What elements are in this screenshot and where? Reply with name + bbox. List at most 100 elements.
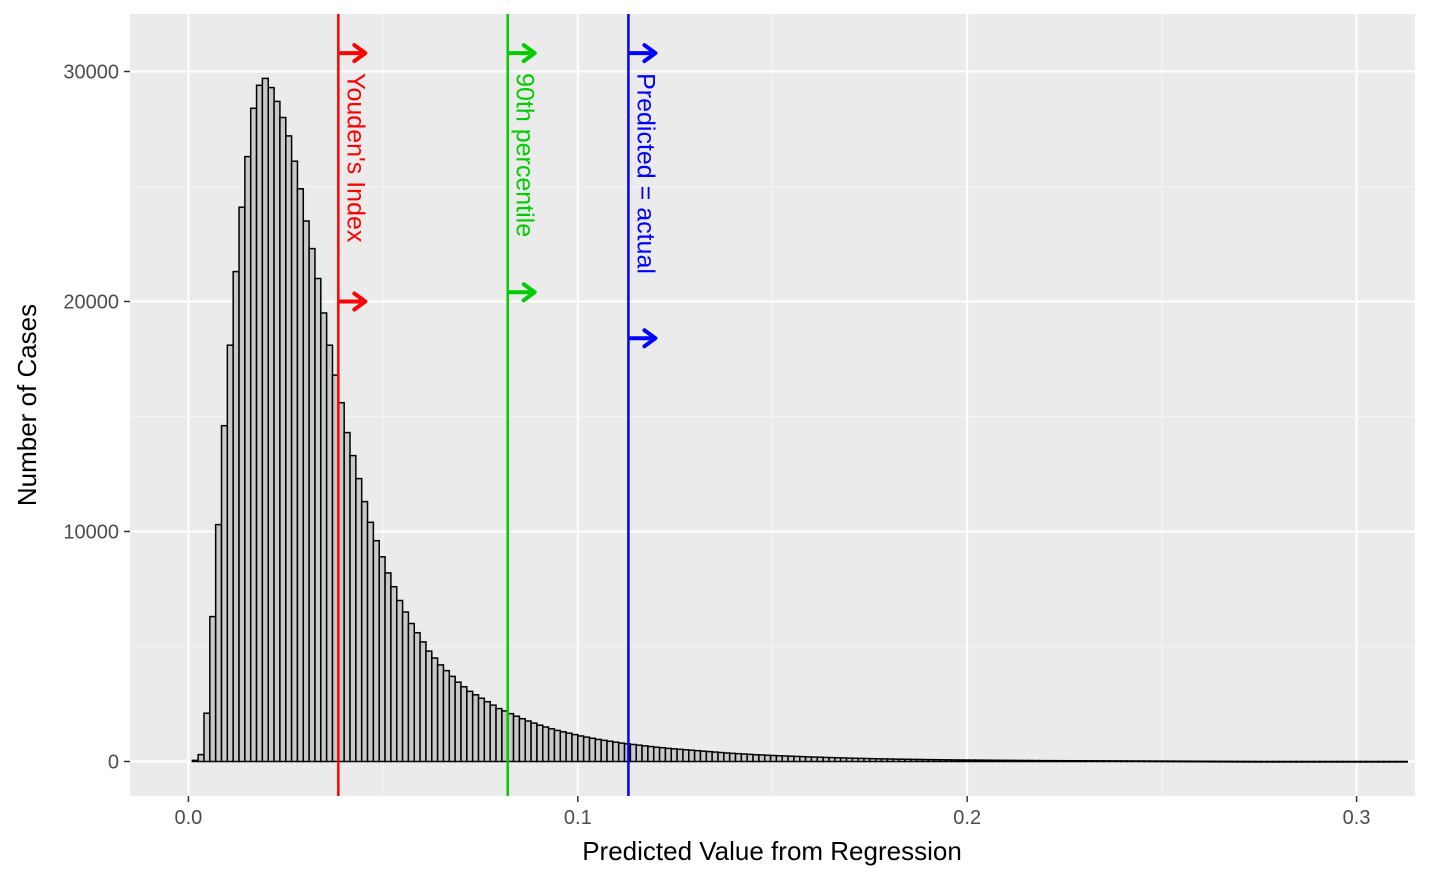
histogram-bar xyxy=(950,759,959,763)
histogram-bar xyxy=(869,757,877,763)
histogram-bar xyxy=(1348,760,1356,763)
histogram-bar xyxy=(635,744,643,763)
histogram-bar xyxy=(436,664,445,763)
histogram-bar xyxy=(1313,760,1321,763)
histogram-bar xyxy=(489,704,497,763)
histogram-bar xyxy=(688,749,696,763)
histogram-bar xyxy=(244,155,252,763)
histogram-bar xyxy=(431,657,439,763)
threshold-line-group: 90th percentile xyxy=(506,14,539,796)
histogram-bar xyxy=(1120,760,1128,763)
histogram-bar xyxy=(945,759,953,763)
x-tick-label: 0.2 xyxy=(953,807,981,829)
histogram-bar xyxy=(1190,760,1198,763)
histogram-bar xyxy=(209,615,217,763)
x-axis-ticks: 0.0 0.1 0.2 0.3 xyxy=(175,796,1370,829)
histogram-bar xyxy=(921,758,930,763)
histogram-bar xyxy=(1196,760,1204,763)
histogram-bar xyxy=(682,749,690,763)
histogram-bar xyxy=(874,758,883,763)
histogram-bar xyxy=(980,759,988,763)
histogram-bar xyxy=(290,160,299,763)
histogram-bar xyxy=(1026,759,1035,763)
histogram-bar xyxy=(1371,760,1379,763)
histogram-bar xyxy=(360,500,369,763)
histogram-bar xyxy=(904,758,912,763)
histogram-bar xyxy=(1073,760,1081,763)
histogram-bar xyxy=(1330,760,1338,763)
histogram-bar xyxy=(956,759,965,763)
histogram-bar xyxy=(641,745,649,763)
histogram-bar xyxy=(781,755,789,763)
histogram-bar xyxy=(670,748,678,763)
histogram-bar xyxy=(758,754,766,763)
histogram-bar xyxy=(711,751,719,763)
histogram-bar xyxy=(454,681,462,763)
histogram-bar xyxy=(495,707,503,763)
threshold-arrowhead xyxy=(352,43,368,64)
histogram-bar xyxy=(577,735,585,763)
histogram-bar xyxy=(466,690,474,763)
histogram-bar xyxy=(1307,760,1315,763)
histogram-bar xyxy=(1254,760,1262,763)
histogram-bar xyxy=(1178,760,1187,763)
histogram-bar xyxy=(1219,760,1227,763)
histogram-bar xyxy=(1342,760,1350,763)
histogram-bar xyxy=(600,739,608,763)
histogram-bar xyxy=(314,277,322,763)
histogram-bar xyxy=(384,572,392,763)
histogram-bar xyxy=(1155,760,1163,763)
histogram-bar xyxy=(401,611,410,763)
histogram-bar xyxy=(915,758,924,763)
histogram-bar xyxy=(1161,760,1169,763)
histogram-bar xyxy=(343,431,351,763)
histogram-bar xyxy=(425,650,433,763)
histogram-bar xyxy=(471,694,480,763)
histogram-bar xyxy=(1237,760,1245,763)
histogram-bar xyxy=(705,750,713,763)
histogram-bar xyxy=(927,758,935,763)
histogram-bar xyxy=(565,732,573,763)
histogram-bar xyxy=(349,454,357,763)
histogram-bar xyxy=(1266,760,1274,763)
histogram-bars xyxy=(191,77,1408,763)
histogram-bar xyxy=(524,720,532,763)
histogram-bar xyxy=(763,754,772,763)
histogram-bar xyxy=(1067,759,1076,763)
histogram-bar xyxy=(1295,760,1303,763)
histogram-bar xyxy=(582,736,591,763)
histogram-bar xyxy=(448,675,456,763)
histogram-bar xyxy=(1114,760,1122,763)
histogram-bar xyxy=(728,752,737,763)
histogram-bar xyxy=(857,757,865,763)
histogram-bar xyxy=(752,753,760,763)
histogram-bar xyxy=(898,758,906,763)
histogram-bar xyxy=(734,752,743,763)
threshold-arrowhead xyxy=(642,328,658,349)
histogram-bar xyxy=(746,753,754,763)
histogram-bar xyxy=(810,756,819,763)
histogram-bar xyxy=(799,755,807,763)
histogram-bar xyxy=(325,344,334,763)
histogram-bar xyxy=(1388,760,1397,763)
histogram-bar xyxy=(203,712,211,763)
histogram-bar xyxy=(308,247,316,763)
histogram-bar xyxy=(378,556,386,763)
threshold-arrowhead xyxy=(642,43,658,64)
histogram-bar xyxy=(1009,759,1017,763)
histogram-bar xyxy=(390,585,398,763)
threshold-line-group: Predicted = actual xyxy=(627,14,659,796)
histogram-bar xyxy=(1301,760,1309,763)
histogram-bar xyxy=(612,741,620,763)
histogram-bar xyxy=(787,755,795,763)
histogram-bar xyxy=(1091,760,1099,763)
histogram-bar xyxy=(372,539,380,763)
histogram-bar xyxy=(255,84,264,763)
histogram-bar xyxy=(974,759,982,763)
histogram-bar xyxy=(892,758,900,763)
histogram-bar xyxy=(863,757,871,763)
histogram-bar xyxy=(851,757,859,763)
histogram-bar xyxy=(594,738,602,763)
histogram-bar xyxy=(1038,759,1046,763)
